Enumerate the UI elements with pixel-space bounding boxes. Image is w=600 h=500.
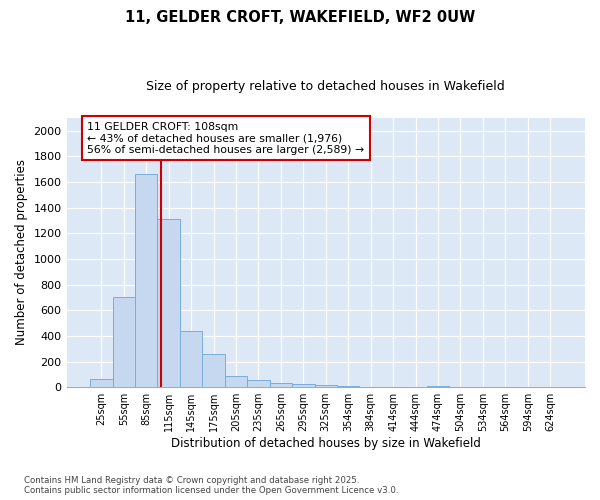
Text: 11 GELDER CROFT: 108sqm
← 43% of detached houses are smaller (1,976)
56% of semi: 11 GELDER CROFT: 108sqm ← 43% of detache… <box>87 122 364 155</box>
Bar <box>247 380 269 387</box>
Bar <box>314 384 337 387</box>
Text: Contains HM Land Registry data © Crown copyright and database right 2025.
Contai: Contains HM Land Registry data © Crown c… <box>24 476 398 495</box>
Bar <box>292 384 314 387</box>
Y-axis label: Number of detached properties: Number of detached properties <box>15 160 28 346</box>
Bar <box>225 376 247 387</box>
Bar <box>427 386 449 387</box>
Bar <box>337 386 359 387</box>
Title: Size of property relative to detached houses in Wakefield: Size of property relative to detached ho… <box>146 80 505 93</box>
Text: 11, GELDER CROFT, WAKEFIELD, WF2 0UW: 11, GELDER CROFT, WAKEFIELD, WF2 0UW <box>125 10 475 25</box>
Bar <box>202 354 225 387</box>
Bar <box>157 219 180 387</box>
Bar <box>90 379 113 387</box>
Bar <box>135 174 157 387</box>
Bar <box>269 382 292 387</box>
Bar <box>180 331 202 387</box>
Bar <box>113 298 135 387</box>
X-axis label: Distribution of detached houses by size in Wakefield: Distribution of detached houses by size … <box>171 437 481 450</box>
